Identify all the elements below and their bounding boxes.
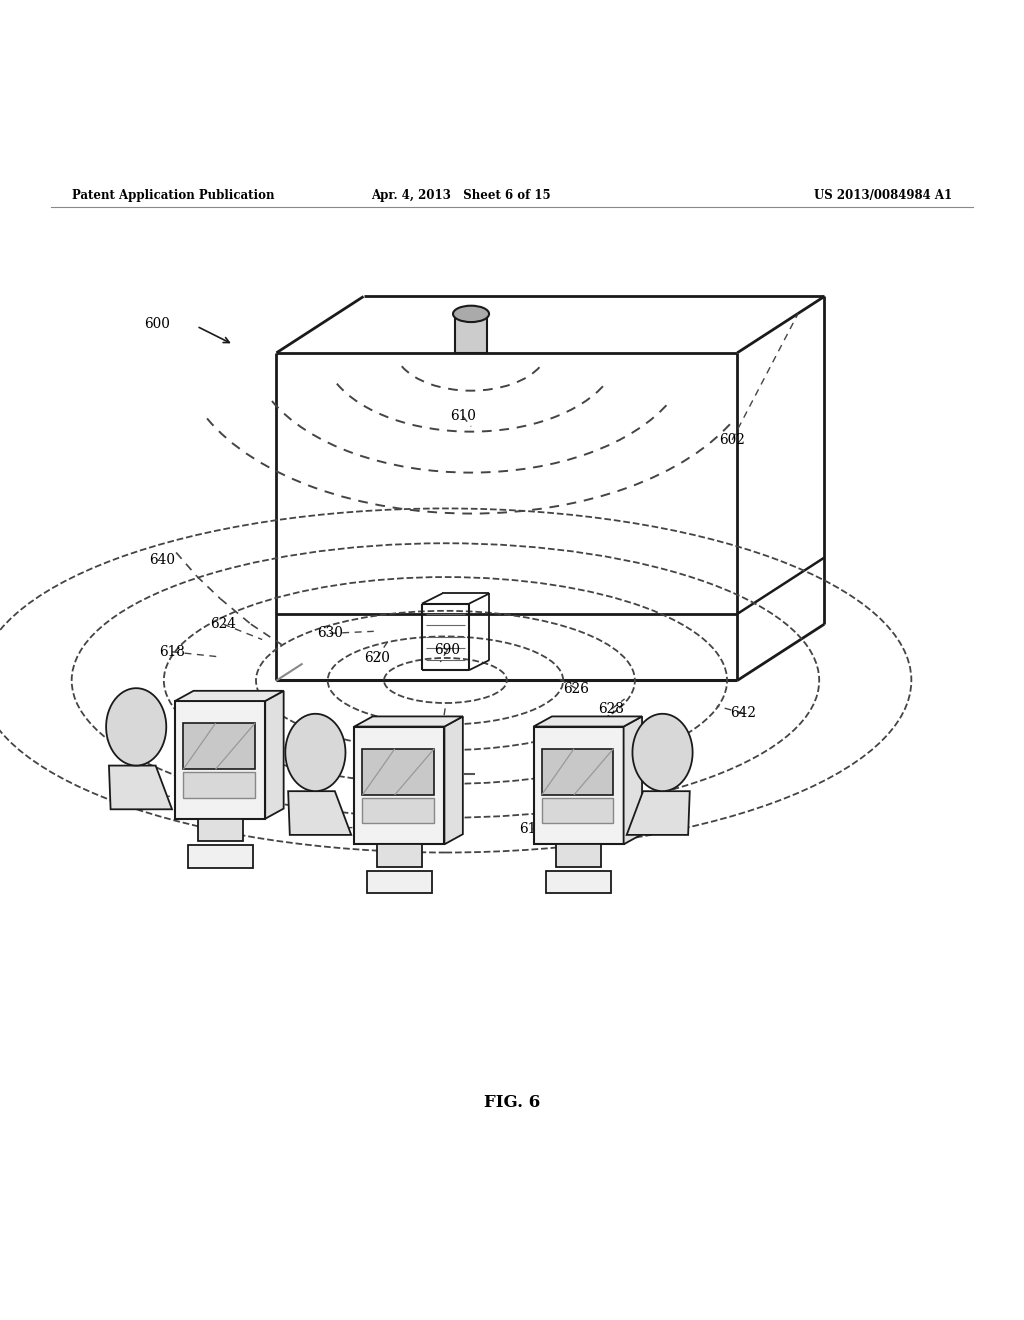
Text: 612: 612: [137, 791, 164, 805]
Text: 622: 622: [429, 721, 456, 735]
Text: US 2013/0084984 A1: US 2013/0084984 A1: [814, 189, 952, 202]
Text: 610: 610: [450, 409, 476, 424]
Polygon shape: [109, 766, 172, 809]
Polygon shape: [106, 688, 166, 766]
Text: 634: 634: [598, 787, 625, 800]
Bar: [362, 797, 434, 824]
Text: FIG. 6: FIG. 6: [484, 1094, 540, 1111]
Text: 600: 600: [143, 317, 170, 331]
Text: 620: 620: [364, 651, 390, 665]
Polygon shape: [534, 717, 642, 726]
Text: 618: 618: [159, 644, 185, 659]
Text: 630: 630: [316, 627, 343, 640]
Text: 642: 642: [730, 706, 757, 721]
Text: 628: 628: [598, 702, 625, 717]
Text: 604: 604: [224, 768, 251, 781]
Text: 616: 616: [519, 822, 546, 836]
Bar: [556, 845, 601, 867]
Polygon shape: [175, 690, 284, 701]
Ellipse shape: [453, 306, 489, 322]
Bar: [534, 726, 624, 845]
Bar: [175, 701, 265, 818]
Bar: [198, 818, 243, 841]
Bar: [362, 748, 434, 795]
Polygon shape: [288, 791, 351, 834]
Text: 614: 614: [307, 822, 334, 836]
Polygon shape: [286, 714, 345, 791]
Polygon shape: [444, 717, 463, 845]
Polygon shape: [265, 690, 284, 818]
Bar: [455, 314, 487, 352]
Polygon shape: [633, 714, 692, 791]
Polygon shape: [627, 791, 690, 834]
Bar: [542, 797, 613, 824]
Text: Patent Application Publication: Patent Application Publication: [72, 189, 274, 202]
Text: 626: 626: [563, 681, 590, 696]
Text: 624: 624: [210, 618, 237, 631]
Bar: [187, 845, 253, 867]
Bar: [377, 845, 422, 867]
Polygon shape: [624, 717, 642, 845]
Bar: [367, 871, 432, 894]
Polygon shape: [354, 717, 463, 726]
Text: 602: 602: [719, 433, 745, 447]
Text: 640: 640: [148, 553, 175, 566]
Text: 632: 632: [431, 800, 458, 814]
Text: 608: 608: [554, 795, 581, 808]
Bar: [183, 723, 255, 770]
Text: 606: 606: [369, 795, 395, 808]
Text: 690: 690: [434, 643, 461, 657]
Bar: [546, 871, 611, 894]
Bar: [542, 748, 613, 795]
Bar: [354, 726, 444, 845]
Text: Apr. 4, 2013   Sheet 6 of 15: Apr. 4, 2013 Sheet 6 of 15: [371, 189, 551, 202]
Bar: [183, 772, 255, 797]
